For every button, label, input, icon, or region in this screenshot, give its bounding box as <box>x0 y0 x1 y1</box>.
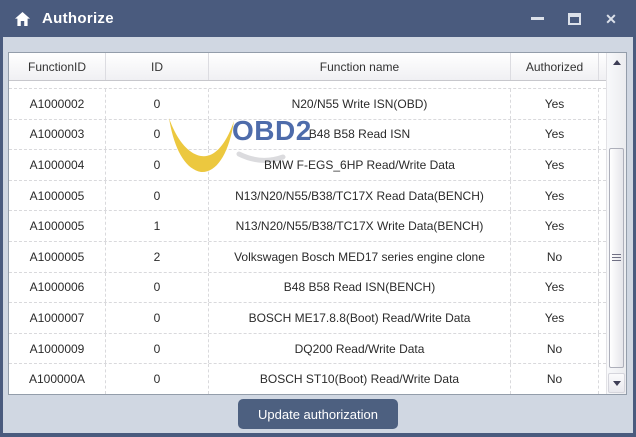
table-cell: Yes <box>511 119 599 150</box>
content-area: FunctionID ID Function name Authorized A… <box>3 37 633 433</box>
table-cell: N13/N20/N55/B38/TC17X Read Data(BENCH) <box>209 180 511 211</box>
table-header-row: FunctionID ID Function name Authorized <box>9 53 606 81</box>
table-cell-filler <box>599 364 606 394</box>
column-header-functionid[interactable]: FunctionID <box>9 53 106 80</box>
table-cell: Yes <box>511 180 599 211</box>
table-cell-filler <box>599 120 606 150</box>
update-authorization-button[interactable]: Update authorization <box>238 399 398 429</box>
table-row[interactable]: A1000003 0 B48 B58 Read ISN Yes <box>9 119 606 151</box>
table-cell: 1 <box>106 211 209 241</box>
table-cell: 0 <box>106 333 209 364</box>
table-cell-filler <box>599 303 606 333</box>
table-cell: 0 <box>106 303 209 333</box>
window-controls: ✕ <box>530 11 622 27</box>
table-cell: 0 <box>106 119 209 150</box>
table-cell: A1000005 <box>9 241 106 272</box>
table-cell: BOSCH ST10(Boot) Read/Write Data <box>209 364 511 394</box>
table-row[interactable]: A1000007 0 BOSCH ME17.8.8(Boot) Read/Write… <box>9 303 606 334</box>
table-cell: B48 B58 Read ISN <box>209 119 511 150</box>
header-gap <box>9 81 606 89</box>
table-cell: 2 <box>106 241 209 272</box>
scroll-down-button[interactable] <box>608 373 625 393</box>
table-cell-filler <box>599 181 606 211</box>
table-cell: N20/N55 Write ISN(OBD) <box>209 89 511 119</box>
table-row[interactable]: A1000002 0 N20/N55 Write ISN(OBD) Yes <box>9 89 606 120</box>
table-cell: 0 <box>106 150 209 180</box>
table-cell: N13/N20/N55/B38/TC17X Write Data(BENCH) <box>209 211 511 241</box>
table-cell: A1000002 <box>9 89 106 119</box>
table-row[interactable]: A1000005 1 N13/N20/N55/B38/TC17X Write Dat… <box>9 211 606 242</box>
table-cell: 0 <box>106 272 209 303</box>
table-cell: No <box>511 241 599 272</box>
table-cell: A1000005 <box>9 180 106 211</box>
scroll-down-icon <box>612 380 621 386</box>
maximize-icon <box>567 12 581 25</box>
titlebar: Authorize ✕ <box>0 0 636 37</box>
table-cell: 0 <box>106 89 209 119</box>
minimize-icon <box>530 17 544 20</box>
footer-bar: Update authorization <box>3 395 633 433</box>
table-row[interactable]: A1000005 2 Volkswagen Bosch MED17 series e… <box>9 241 606 273</box>
table-cell: A1000003 <box>9 119 106 150</box>
table-cell: 0 <box>106 180 209 211</box>
table-cell: DQ200 Read/Write Data <box>209 333 511 364</box>
table-cell-filler <box>599 334 606 364</box>
table-cell: Yes <box>511 89 599 119</box>
vertical-scrollbar[interactable] <box>606 53 626 394</box>
column-header-id[interactable]: ID <box>106 53 209 80</box>
table-cell-filler <box>599 89 606 119</box>
table-cell: Yes <box>511 303 599 333</box>
table-cell: A1000005 <box>9 211 106 241</box>
table-cell: A100000A <box>9 364 106 394</box>
column-header-filler <box>599 53 606 80</box>
table-columns: FunctionID ID Function name Authorized A… <box>9 53 606 394</box>
table-cell-filler <box>599 242 606 272</box>
table-cell: A1000007 <box>9 303 106 333</box>
table-cell: BMW F-EGS_6HP Read/Write Data <box>209 150 511 180</box>
scrollbar-thumb[interactable] <box>609 148 624 368</box>
table-cell: A1000006 <box>9 272 106 303</box>
table-cell: Yes <box>511 272 599 303</box>
table-cell-filler <box>599 150 606 180</box>
table-cell: No <box>511 364 599 394</box>
window-title: Authorize <box>42 10 114 27</box>
column-header-authorized[interactable]: Authorized <box>511 53 599 80</box>
close-icon: ✕ <box>605 10 617 27</box>
table-cell-filler <box>599 211 606 241</box>
table-cell-filler <box>599 273 606 303</box>
table-cell: Volkswagen Bosch MED17 series engine clo… <box>209 241 511 272</box>
table-cell: No <box>511 333 599 364</box>
table-cell: A1000004 <box>9 150 106 180</box>
table-cell: B48 B58 Read ISN(BENCH) <box>209 272 511 303</box>
table-row[interactable]: A1000009 0 DQ200 Read/Write Data No <box>9 333 606 365</box>
table-cell: Yes <box>511 150 599 180</box>
table-row[interactable]: A1000005 0 N13/N20/N55/B38/TC17X Read Data… <box>9 180 606 212</box>
close-button[interactable]: ✕ <box>604 11 618 27</box>
functions-table: FunctionID ID Function name Authorized A… <box>8 52 627 395</box>
home-icon <box>15 11 30 26</box>
table-row[interactable]: A1000006 0 B48 B58 Read ISN(BENCH) Yes <box>9 272 606 304</box>
table-cell: 0 <box>106 364 209 394</box>
scrollbar-grip-icon <box>612 254 621 262</box>
table-row[interactable]: A1000004 0 BMW F-EGS_6HP Read/Write Data Ye… <box>9 150 606 181</box>
table-row[interactable]: A100000A 0 BOSCH ST10(Boot) Read/Write Dat… <box>9 364 606 394</box>
table-body: A1000002 0 N20/N55 Write ISN(OBD) Yes A10000… <box>9 89 606 394</box>
minimize-button[interactable] <box>530 11 544 27</box>
table-cell: BOSCH ME17.8.8(Boot) Read/Write Data <box>209 303 511 333</box>
scroll-up-icon <box>612 59 621 65</box>
scroll-up-button[interactable] <box>607 53 626 71</box>
column-header-function-name[interactable]: Function name <box>209 53 511 80</box>
table-cell: A1000009 <box>9 333 106 364</box>
maximize-button[interactable] <box>567 11 581 27</box>
table-cell: Yes <box>511 211 599 241</box>
